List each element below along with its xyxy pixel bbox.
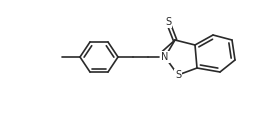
Text: S: S <box>165 17 171 27</box>
Text: N: N <box>161 52 169 62</box>
Text: S: S <box>175 70 181 80</box>
